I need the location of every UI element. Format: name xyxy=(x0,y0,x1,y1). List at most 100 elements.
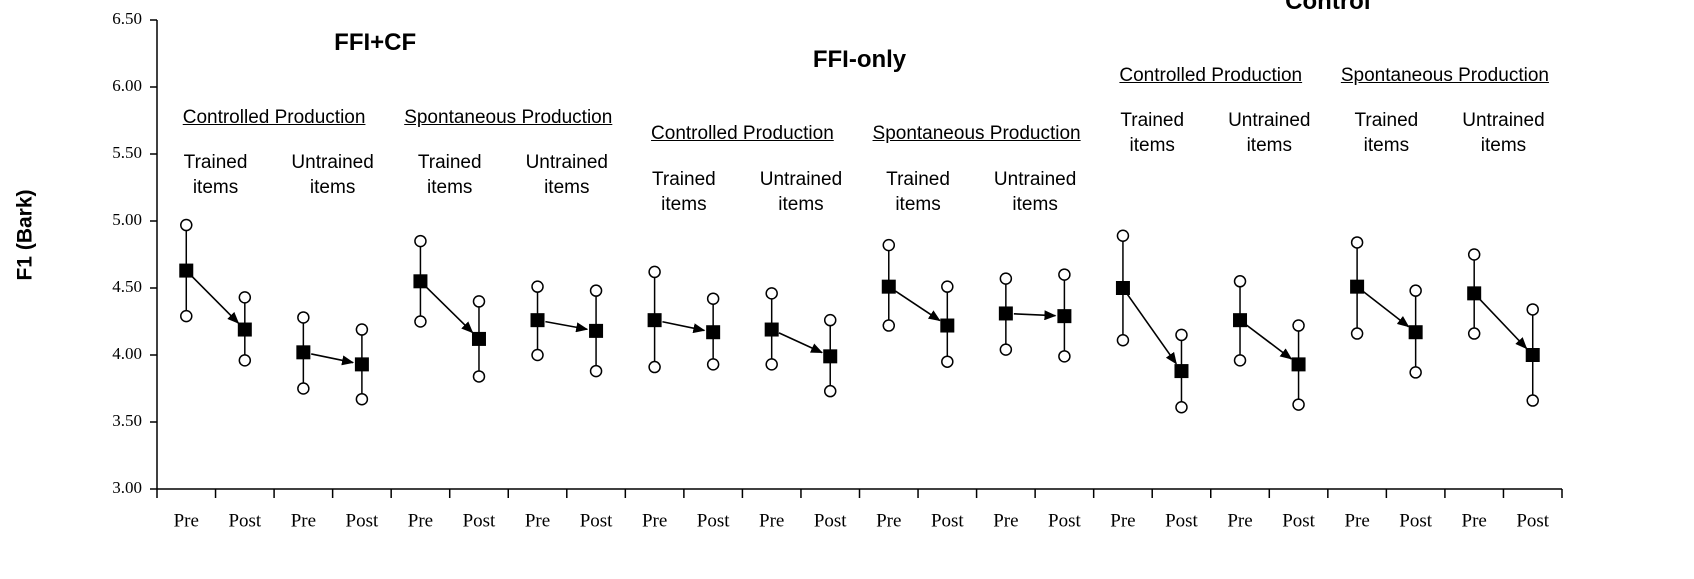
x-tick-label: Pre xyxy=(642,510,667,531)
upper-marker xyxy=(648,265,661,279)
upper-marker xyxy=(355,323,369,336)
upper-marker xyxy=(589,284,603,297)
subgroup-title: Controlled Production xyxy=(182,107,366,128)
mean-marker xyxy=(413,274,428,289)
y-tick-label: 6.00 xyxy=(112,76,142,95)
change-arrow xyxy=(311,353,355,366)
lower-marker xyxy=(823,384,837,398)
lower-marker xyxy=(531,348,544,362)
y-tick-label: 3.00 xyxy=(112,478,142,497)
group-title: Control xyxy=(1285,0,1371,15)
mean-marker xyxy=(1350,279,1365,294)
mean-marker xyxy=(530,313,545,328)
mean-marker xyxy=(1525,348,1540,362)
change-arrow xyxy=(1013,310,1057,321)
item-label: Trained items xyxy=(417,152,482,198)
upper-marker xyxy=(706,292,720,305)
subgroup-title: Controlled Production xyxy=(651,123,834,144)
x-tick-label: Post xyxy=(1165,510,1198,531)
upper-marker xyxy=(1292,319,1305,332)
lower-marker xyxy=(1175,401,1188,414)
item-label: Untrained items xyxy=(291,152,374,198)
upper-marker xyxy=(1526,303,1539,316)
upper-marker xyxy=(882,238,896,252)
upper-marker xyxy=(1175,328,1188,342)
x-tick-label: Post xyxy=(814,510,847,531)
mean-marker xyxy=(764,322,779,337)
change-arrow xyxy=(778,332,823,354)
lower-marker xyxy=(1292,398,1305,411)
x-tick-label: Post xyxy=(1048,510,1081,531)
mean-marker xyxy=(237,322,252,337)
change-arrow xyxy=(894,290,941,322)
upper-marker xyxy=(297,311,310,324)
lower-marker xyxy=(1409,366,1422,379)
x-tick-label: Pre xyxy=(759,510,784,531)
change-arrow xyxy=(425,286,474,334)
lower-marker xyxy=(765,358,778,371)
y-tick-label: 5.50 xyxy=(112,143,142,162)
lower-marker xyxy=(1467,327,1481,340)
upper-marker xyxy=(180,218,193,232)
x-tick-label: Pre xyxy=(1462,510,1487,531)
change-arrow xyxy=(662,320,706,334)
upper-marker xyxy=(472,295,486,308)
subgroup-title: Spontaneous Production xyxy=(1340,65,1549,86)
mean-marker xyxy=(823,349,838,364)
upper-marker xyxy=(414,234,427,248)
item-label: Untrained items xyxy=(1228,110,1311,156)
item-label: Trained items xyxy=(886,169,950,215)
lower-marker xyxy=(1526,394,1539,407)
subgroup-title: Spontaneous Production xyxy=(404,107,613,128)
upper-marker xyxy=(999,272,1013,285)
x-tick-label: Pre xyxy=(1227,510,1252,531)
change-arrow xyxy=(1245,324,1293,360)
lower-marker xyxy=(1058,350,1071,363)
x-tick-label: Post xyxy=(1399,510,1432,531)
change-arrow xyxy=(1126,294,1177,365)
lower-marker xyxy=(941,355,954,368)
mean-marker xyxy=(1115,281,1130,295)
mean-marker xyxy=(647,313,662,328)
mean-marker xyxy=(354,357,369,372)
item-label: Trained items xyxy=(1120,110,1185,156)
item-label: Untrained items xyxy=(1462,110,1545,156)
mean-marker xyxy=(998,306,1013,321)
mean-marker xyxy=(1467,286,1482,301)
group-title: FFI-only xyxy=(812,46,907,73)
x-tick-label: Post xyxy=(228,510,261,531)
lower-marker xyxy=(706,358,720,371)
mean-marker xyxy=(179,263,194,278)
lower-marker xyxy=(1233,354,1247,367)
lower-marker xyxy=(414,315,427,328)
x-tick-label: Pre xyxy=(1110,510,1135,531)
y-tick-label: 4.00 xyxy=(112,344,142,363)
mean-marker xyxy=(296,345,311,360)
change-arrow xyxy=(1362,290,1410,328)
mean-marker xyxy=(1233,313,1248,328)
lower-marker xyxy=(1350,327,1364,340)
x-tick-label: Pre xyxy=(291,510,316,531)
upper-marker xyxy=(941,280,954,293)
upper-marker xyxy=(238,291,252,304)
mean-marker xyxy=(1291,357,1306,372)
x-tick-label: Pre xyxy=(993,510,1018,531)
lower-marker xyxy=(297,382,310,395)
mean-marker xyxy=(940,318,955,333)
y-tick-label: 6.50 xyxy=(112,9,142,28)
lower-marker xyxy=(472,370,486,383)
mean-marker xyxy=(471,331,486,346)
item-label: Trained items xyxy=(652,169,716,215)
mean-marker xyxy=(881,279,896,294)
item-label: Trained items xyxy=(1354,110,1419,156)
mean-marker xyxy=(706,325,721,340)
change-arrow xyxy=(545,320,589,333)
lower-marker xyxy=(999,343,1013,356)
y-tick-label: 4.50 xyxy=(112,277,142,296)
item-label: Trained items xyxy=(183,152,248,198)
upper-marker xyxy=(1467,248,1481,261)
mean-marker xyxy=(1408,325,1423,340)
x-tick-label: Pre xyxy=(408,510,433,531)
upper-marker xyxy=(1409,284,1422,297)
